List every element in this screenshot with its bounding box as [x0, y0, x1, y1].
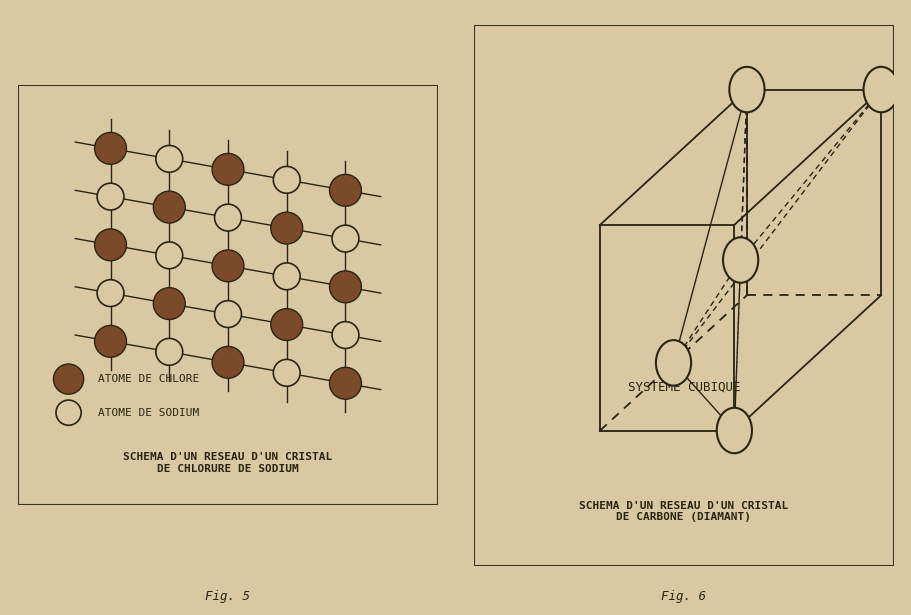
Circle shape: [273, 167, 300, 193]
Text: Fig. 5: Fig. 5: [205, 590, 251, 603]
Circle shape: [97, 183, 124, 210]
Text: SCHEMA D'UN RESEAU D'UN CRISTAL
DE CARBONE (DIAMANT): SCHEMA D'UN RESEAU D'UN CRISTAL DE CARBO…: [578, 501, 788, 523]
Circle shape: [95, 325, 127, 357]
Text: Fig. 6: Fig. 6: [660, 590, 706, 603]
Circle shape: [332, 322, 359, 349]
Circle shape: [153, 288, 185, 320]
Text: ATOME DE CHLORE: ATOME DE CHLORE: [97, 374, 199, 384]
Circle shape: [214, 301, 241, 328]
Circle shape: [271, 309, 302, 341]
Circle shape: [153, 191, 185, 223]
Text: SCHEMA D'UN RESEAU D'UN CRISTAL
DE CHLORURE DE SODIUM: SCHEMA D'UN RESEAU D'UN CRISTAL DE CHLOR…: [123, 452, 333, 474]
Circle shape: [95, 229, 127, 261]
Circle shape: [56, 400, 81, 425]
Circle shape: [716, 408, 752, 453]
Circle shape: [729, 67, 763, 113]
Circle shape: [212, 346, 243, 378]
Circle shape: [329, 175, 361, 206]
Text: SYSTEME CUBIQUE: SYSTEME CUBIQUE: [627, 381, 740, 394]
Circle shape: [722, 237, 757, 283]
Circle shape: [273, 359, 300, 386]
Circle shape: [97, 280, 124, 306]
Circle shape: [863, 67, 898, 113]
Circle shape: [655, 340, 691, 386]
Text: ATOME DE SODIUM: ATOME DE SODIUM: [97, 408, 199, 418]
Circle shape: [273, 263, 300, 290]
Circle shape: [156, 242, 182, 269]
Circle shape: [332, 225, 359, 252]
Circle shape: [329, 271, 361, 303]
Circle shape: [54, 364, 84, 394]
Circle shape: [329, 367, 361, 399]
Circle shape: [214, 204, 241, 231]
Circle shape: [212, 250, 243, 282]
Circle shape: [156, 145, 182, 172]
Circle shape: [95, 132, 127, 164]
Circle shape: [212, 153, 243, 185]
Circle shape: [271, 212, 302, 244]
Circle shape: [156, 338, 182, 365]
